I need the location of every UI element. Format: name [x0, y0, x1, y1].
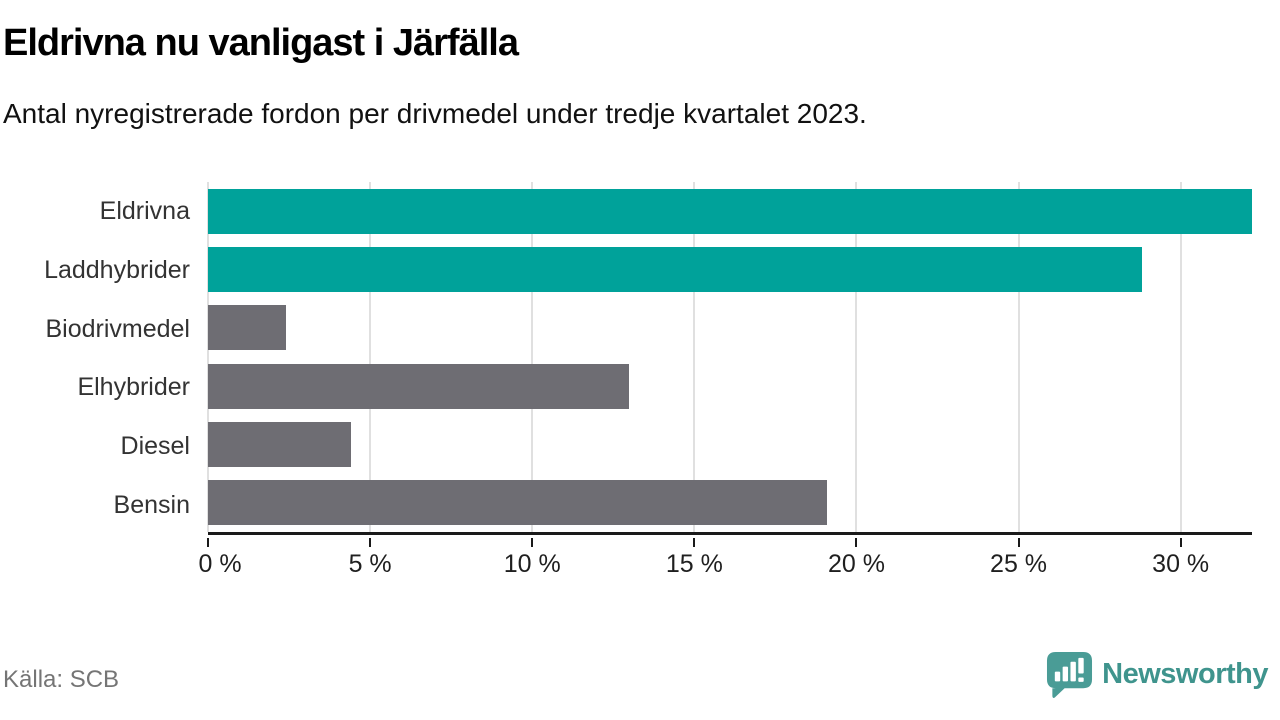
- axis-tick: [1179, 538, 1182, 547]
- gridline: [1179, 182, 1182, 532]
- newsworthy-bubble-icon: [1047, 651, 1093, 698]
- bar-row: [208, 474, 1252, 532]
- axis-tick-label: 15 %: [665, 550, 723, 578]
- category-label: Biodrivmedel: [45, 314, 190, 343]
- bar-row: [208, 240, 1252, 298]
- axis-tick-label: 0 %: [198, 550, 242, 578]
- gridline: [1017, 182, 1020, 532]
- gridline: [207, 182, 209, 532]
- axis-tick: [1017, 538, 1020, 547]
- plot-area: [207, 182, 1252, 535]
- bar-row: [208, 182, 1252, 240]
- bar-row: [208, 299, 1252, 357]
- source-note: Källa: SCB: [3, 666, 120, 693]
- category-label: Eldrivna: [99, 196, 190, 225]
- axis-tick: [369, 538, 372, 547]
- bar-biodrivmedel: [208, 305, 286, 351]
- category-labels: Eldrivna Laddhybrider Biodrivmedel Elhybrid…: [0, 182, 190, 535]
- category-label: Bensin: [113, 491, 190, 520]
- bar-laddhybrider: [208, 246, 1142, 292]
- gridline: [369, 182, 372, 532]
- bar-rows: [208, 182, 1252, 532]
- axis-tick-label: 20 %: [827, 550, 885, 578]
- bar-elhybrider: [208, 363, 630, 409]
- category-label: Diesel: [120, 432, 190, 461]
- bar-row: [208, 415, 1252, 473]
- newsworthy-logo: Newsworthy: [1046, 651, 1268, 698]
- x-axis: 0 % 5 % 10 % 15 % 20 % 25 % 30 %: [199, 538, 1252, 588]
- axis-tick: [531, 538, 534, 547]
- category-label: Laddhybrider: [44, 255, 190, 284]
- axis-tick-label: 5 %: [348, 550, 392, 578]
- newsworthy-wordmark: Newsworthy: [1102, 658, 1268, 690]
- page-title: Eldrivna nu vanligast i Järfälla: [3, 22, 519, 64]
- bar-eldrivna: [208, 188, 1252, 234]
- axis-tick-label: 30 %: [1152, 550, 1210, 578]
- axis-tick: [207, 538, 209, 547]
- category-label: Elhybrider: [77, 373, 190, 402]
- axis-tick: [693, 538, 696, 547]
- axis-tick: [855, 538, 858, 547]
- axis-tick-label: 10 %: [503, 550, 561, 578]
- gridline: [531, 182, 534, 532]
- gridline: [693, 182, 696, 532]
- bar-bensin: [208, 480, 828, 526]
- bar-row: [208, 357, 1252, 415]
- gridline: [855, 182, 858, 532]
- bar-diesel: [208, 421, 351, 467]
- axis-tick-label: 25 %: [990, 550, 1048, 578]
- page-subtitle: Antal nyregistrerade fordon per drivmede…: [3, 98, 867, 129]
